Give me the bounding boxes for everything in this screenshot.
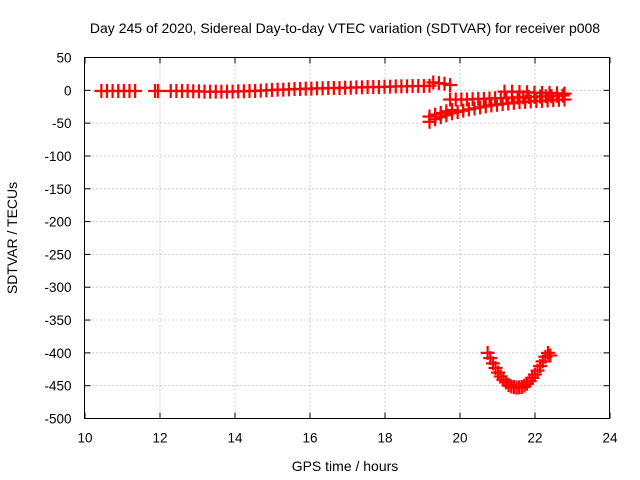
y-tick-label: 0 [64,83,72,98]
y-tick-label: -450 [44,379,71,394]
x-tick-label: 18 [377,431,392,446]
axis-ticks [84,57,611,419]
grid [84,57,610,419]
plot-frame [84,57,610,419]
data-point [151,83,165,98]
data-point [128,83,143,98]
x-tick-label: 10 [77,431,92,446]
axis-tick-labels: 10 12 14 16 18 20 22 24 50 0 -50 -100 -150 -200 -250 -3… [44,51,618,446]
y-tick-label: -400 [44,346,71,361]
y-tick-label: -250 [44,247,71,262]
x-tick-label: 20 [452,431,467,446]
data-point [443,78,458,93]
y-tick-label: -200 [44,215,71,230]
x-tick-label: 24 [602,431,618,446]
x-axis-label: GPS time / hours [292,458,399,474]
y-tick-label: 50 [56,51,71,66]
data-point [543,348,558,363]
y-tick-label: -100 [44,149,71,164]
x-tick-label: 22 [527,431,542,446]
data-point [557,86,572,101]
data-point [541,345,555,360]
y-tick-label: -500 [44,412,71,427]
data-points [94,75,572,395]
x-tick-label: 16 [302,431,317,446]
x-tick-label: 14 [227,431,243,446]
data-point [445,103,459,118]
y-axis-label: SDTVAR / TECUs [4,182,20,294]
x-tick-label: 12 [152,431,167,446]
y-tick-label: -350 [44,313,71,328]
y-tick-label: -150 [44,182,71,197]
y-tick-label: -50 [52,116,72,131]
data-point [525,370,540,385]
chart-title: Day 245 of 2020, Sidereal Day-to-day VTE… [90,20,600,36]
y-tick-label: -300 [44,280,71,295]
